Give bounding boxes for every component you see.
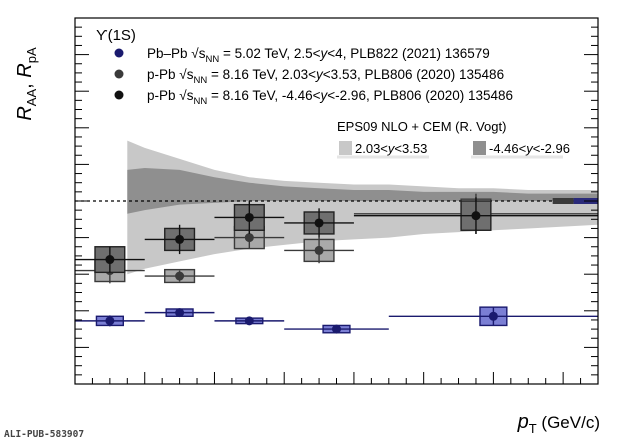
legend-energy-text: = 8.16 TeV, -4.46< [207,88,320,103]
data-point [175,308,185,318]
model-legend-swatch-2 [473,141,486,155]
model-legend-label-2: -4.46<y<-2.96 [489,141,570,156]
series-1 [75,306,598,334]
model-legend-title: EPS09 NLO + CEM (R. Vogt) [337,119,506,134]
data-point [105,316,115,326]
legend-system: p-Pb [147,67,179,82]
model-legend: EPS09 NLO + CEM (R. Vogt) 2.03<y<3.53 -4.… [337,119,570,159]
data-point [314,218,324,228]
legend-energy-symbol: s [187,88,194,103]
legend-y-symbol: y [315,67,324,82]
legend-energy-symbol: s [187,67,194,82]
data-point [244,316,254,326]
svg-text:RAA, RpA: RAA, RpA [14,47,39,121]
data-point [488,311,498,321]
model-legend-part: y [525,141,534,156]
chart-title: ϒ(1S) [96,27,136,44]
svg-text:pT (GeV/c): pT (GeV/c) [517,411,600,436]
publication-id: ALI-PUB-583907 [4,429,85,440]
model-legend-part: <3.53 [394,141,427,156]
sqrt-sign: √ [179,67,187,82]
legend-y-symbol: y [320,88,329,103]
x-axis-title: pT (GeV/c) [517,411,600,436]
model-band-1 [127,140,598,275]
legend-energy-symbol: s [199,46,206,61]
legend-energy-subscript: NN [193,75,207,86]
legend-marker-2 [114,69,124,79]
legend-energy-text: = 8.16 TeV, 2.03< [207,67,316,82]
legend-energy-subscript: NN [193,96,207,107]
data-point [105,255,115,265]
model-band-2 [127,168,598,214]
axes [74,17,599,385]
model-legend-part: 2.03< [355,141,388,156]
data-point [175,234,185,244]
legend-marker-1 [114,48,124,58]
legend-marker-3 [114,90,124,100]
model-legend-part: <-2.96 [533,141,570,156]
data-point [471,211,481,221]
legend-reference: <3.53, PLB806 (2020) 135486 [323,67,504,82]
model-legend-swatch-1 [339,141,352,155]
sqrt-sign: √ [179,88,187,103]
legend-system: Pb–Pb [147,46,191,61]
model-bands [127,140,598,275]
model-legend-label-1: 2.03<y<3.53 [355,141,427,156]
data-point [314,245,324,255]
legend-energy-subscript: NN [205,54,219,65]
y-axis-title: RAA, RpA [14,47,39,121]
data-point [175,271,185,281]
series-3 [75,197,598,274]
global-uncertainty-box-1 [552,198,574,204]
sqrt-sign: √ [191,46,199,61]
model-legend-part: -4.46< [489,141,526,156]
legend-energy-text: = 5.02 TeV, 2.5< [219,46,320,61]
legend-label-3: p-Pb √sNN = 8.16 TeV, -4.46<y<-2.96, PLB… [147,88,513,107]
data-point [332,324,341,334]
legend: Pb–Pb √sNN = 5.02 TeV, 2.5<y<4, PLB822 (… [114,46,513,107]
data-point [244,212,254,222]
legend-label-1: Pb–Pb √sNN = 5.02 TeV, 2.5<y<4, PLB822 (… [147,46,490,65]
data-series [75,193,598,334]
legend-reference: <4, PLB822 (2021) 136579 [327,46,490,61]
data-point [244,233,254,243]
model-legend-part: y [387,141,396,156]
legend-system: p-Pb [147,88,179,103]
legend-label-2: p-Pb √sNN = 8.16 TeV, 2.03<y<3.53, PLB80… [147,67,504,86]
legend-reference: <-2.96, PLB806 (2020) 135486 [327,88,513,103]
legend-y-symbol: y [320,46,329,61]
